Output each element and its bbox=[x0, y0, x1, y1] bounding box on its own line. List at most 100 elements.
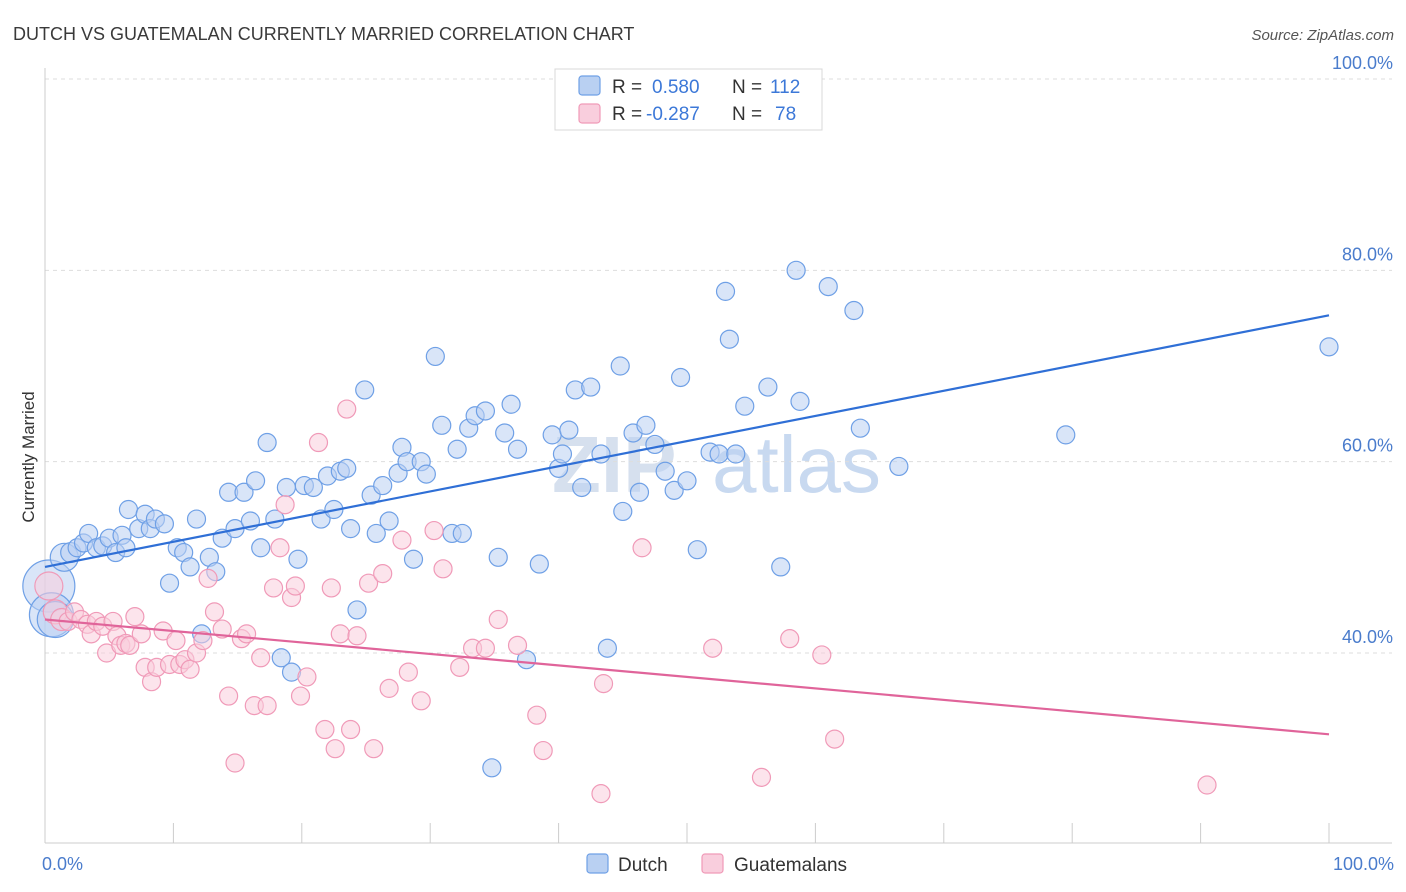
point-guatemalans-40 bbox=[270, 538, 290, 558]
point-dutch-82 bbox=[581, 377, 601, 397]
point-dutch-110 bbox=[1056, 425, 1076, 445]
trend-line-guatemalans bbox=[44, 618, 1330, 736]
point-dutch-70 bbox=[488, 547, 508, 567]
point-dutch-69 bbox=[482, 758, 502, 778]
point-dutch-72 bbox=[501, 394, 521, 414]
point-dutch-86 bbox=[613, 501, 633, 522]
point-dutch-100 bbox=[726, 444, 746, 464]
point-dutch-65 bbox=[452, 523, 472, 544]
point-guatemalans-50 bbox=[330, 624, 350, 644]
chart-source: Source: ZipAtlas.com bbox=[1251, 27, 1394, 44]
point-guatemalans-53 bbox=[347, 626, 367, 646]
point-guatemalans-75 bbox=[780, 629, 800, 649]
point-dutch-49 bbox=[347, 600, 367, 620]
point-dutch-71 bbox=[495, 423, 515, 443]
point-dutch-58 bbox=[403, 549, 424, 569]
y-tick-label-100: 100.0% bbox=[1332, 53, 1393, 73]
watermark-atlas: atlas bbox=[712, 420, 881, 509]
point-guatemalans-51 bbox=[337, 399, 357, 419]
y-tick-label-40: 40.0% bbox=[1342, 627, 1393, 647]
point-dutch-90 bbox=[645, 434, 665, 455]
series-guatemalans-points bbox=[34, 399, 1217, 804]
point-dutch-68 bbox=[475, 401, 496, 421]
point-guatemalans-62 bbox=[433, 559, 453, 579]
point-dutch-91 bbox=[655, 461, 675, 481]
point-dutch-95 bbox=[687, 540, 707, 560]
point-dutch-24 bbox=[186, 509, 207, 529]
gridlines bbox=[45, 78, 1392, 654]
point-guatemalans-47 bbox=[315, 719, 335, 740]
point-guatemalans-66 bbox=[488, 609, 508, 630]
point-dutch-93 bbox=[670, 367, 691, 388]
point-dutch-62 bbox=[432, 415, 452, 435]
y-tick-label-80: 80.0% bbox=[1342, 244, 1393, 264]
point-guatemalans-28 bbox=[193, 630, 213, 651]
bottom-legend-label-dutch: Dutch bbox=[618, 855, 668, 876]
point-dutch-23 bbox=[180, 557, 200, 577]
point-dutch-52 bbox=[366, 523, 386, 544]
legend-n-label-dutch: N = bbox=[732, 77, 762, 98]
point-guatemalans-55 bbox=[364, 739, 384, 759]
x-tick-label-left: 0.0% bbox=[42, 854, 83, 874]
point-guatemalans-49 bbox=[325, 739, 345, 759]
point-dutch-111 bbox=[1319, 337, 1339, 357]
point-guatemalans-77 bbox=[825, 729, 845, 749]
point-dutch-75 bbox=[529, 554, 549, 574]
point-dutch-109 bbox=[889, 456, 909, 477]
legend-n-value-dutch: 112 bbox=[770, 77, 800, 98]
point-guatemalans-58 bbox=[392, 530, 412, 550]
point-dutch-34 bbox=[251, 538, 271, 558]
point-dutch-54 bbox=[379, 511, 399, 531]
point-dutch-50 bbox=[355, 380, 375, 400]
point-dutch-13 bbox=[116, 538, 136, 558]
y-axis-tick-labels: 40.0% 60.0% 80.0% 100.0% bbox=[1332, 53, 1393, 647]
legend-swatch-dutch bbox=[578, 75, 601, 96]
point-dutch-48 bbox=[340, 519, 361, 539]
point-guatemalans-73 bbox=[703, 638, 723, 658]
point-guatemalans-0 bbox=[34, 571, 64, 601]
point-dutch-53 bbox=[373, 475, 393, 496]
point-dutch-37 bbox=[271, 648, 291, 668]
point-guatemalans-23 bbox=[166, 630, 186, 651]
point-guatemalans-68 bbox=[527, 705, 547, 725]
point-dutch-101 bbox=[735, 396, 755, 416]
trend-line-dutch bbox=[44, 314, 1330, 568]
point-dutch-83 bbox=[591, 444, 611, 464]
point-dutch-99 bbox=[719, 329, 739, 349]
point-guatemalans-37 bbox=[251, 648, 271, 668]
point-dutch-47 bbox=[337, 458, 357, 478]
point-guatemalans-61 bbox=[424, 520, 444, 541]
point-guatemalans-54 bbox=[358, 573, 379, 593]
point-dutch-81 bbox=[572, 477, 592, 498]
point-dutch-19 bbox=[154, 514, 175, 534]
point-dutch-74 bbox=[516, 650, 537, 670]
point-guatemalans-52 bbox=[340, 719, 361, 740]
legend-n-value-guatemalans: 78 bbox=[775, 104, 796, 125]
legend-r-label-guatemalans: R = bbox=[612, 104, 642, 125]
point-dutch-79 bbox=[559, 420, 579, 440]
point-guatemalans-30 bbox=[204, 602, 225, 622]
x-axis-ticks bbox=[44, 823, 1330, 843]
point-guatemalans-35 bbox=[236, 624, 257, 644]
correlation-legend: R = 0.580 N = 112 R = -0.287 N = 78 bbox=[554, 68, 823, 131]
point-dutch-40 bbox=[288, 549, 308, 569]
point-guatemalans-65 bbox=[475, 638, 496, 658]
point-dutch-107 bbox=[844, 300, 864, 321]
point-guatemalans-48 bbox=[321, 578, 341, 598]
chart-title: DUTCH VS GUATEMALAN CURRENTLY MARRIED CO… bbox=[13, 24, 634, 44]
point-guatemalans-39 bbox=[263, 578, 284, 598]
point-guatemalans-59 bbox=[398, 662, 418, 682]
point-guatemalans-56 bbox=[373, 563, 393, 584]
point-dutch-42 bbox=[303, 477, 323, 498]
point-dutch-61 bbox=[425, 346, 445, 367]
y-axis-label: Currently Married bbox=[19, 391, 38, 522]
point-dutch-98 bbox=[715, 281, 736, 301]
point-dutch-33 bbox=[245, 471, 266, 491]
point-guatemalans-38 bbox=[257, 696, 277, 716]
point-dutch-35 bbox=[257, 432, 277, 453]
point-dutch-106 bbox=[818, 276, 838, 297]
point-guatemalans-46 bbox=[308, 432, 329, 453]
legend-swatch-guatemalans bbox=[578, 103, 601, 124]
point-guatemalans-70 bbox=[591, 784, 611, 804]
